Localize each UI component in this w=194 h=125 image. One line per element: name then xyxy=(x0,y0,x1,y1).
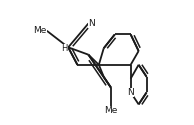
Text: N: N xyxy=(88,19,95,28)
Text: H: H xyxy=(61,44,68,53)
Text: Me: Me xyxy=(104,106,118,115)
Text: Me: Me xyxy=(33,26,47,35)
Text: N: N xyxy=(127,88,134,97)
